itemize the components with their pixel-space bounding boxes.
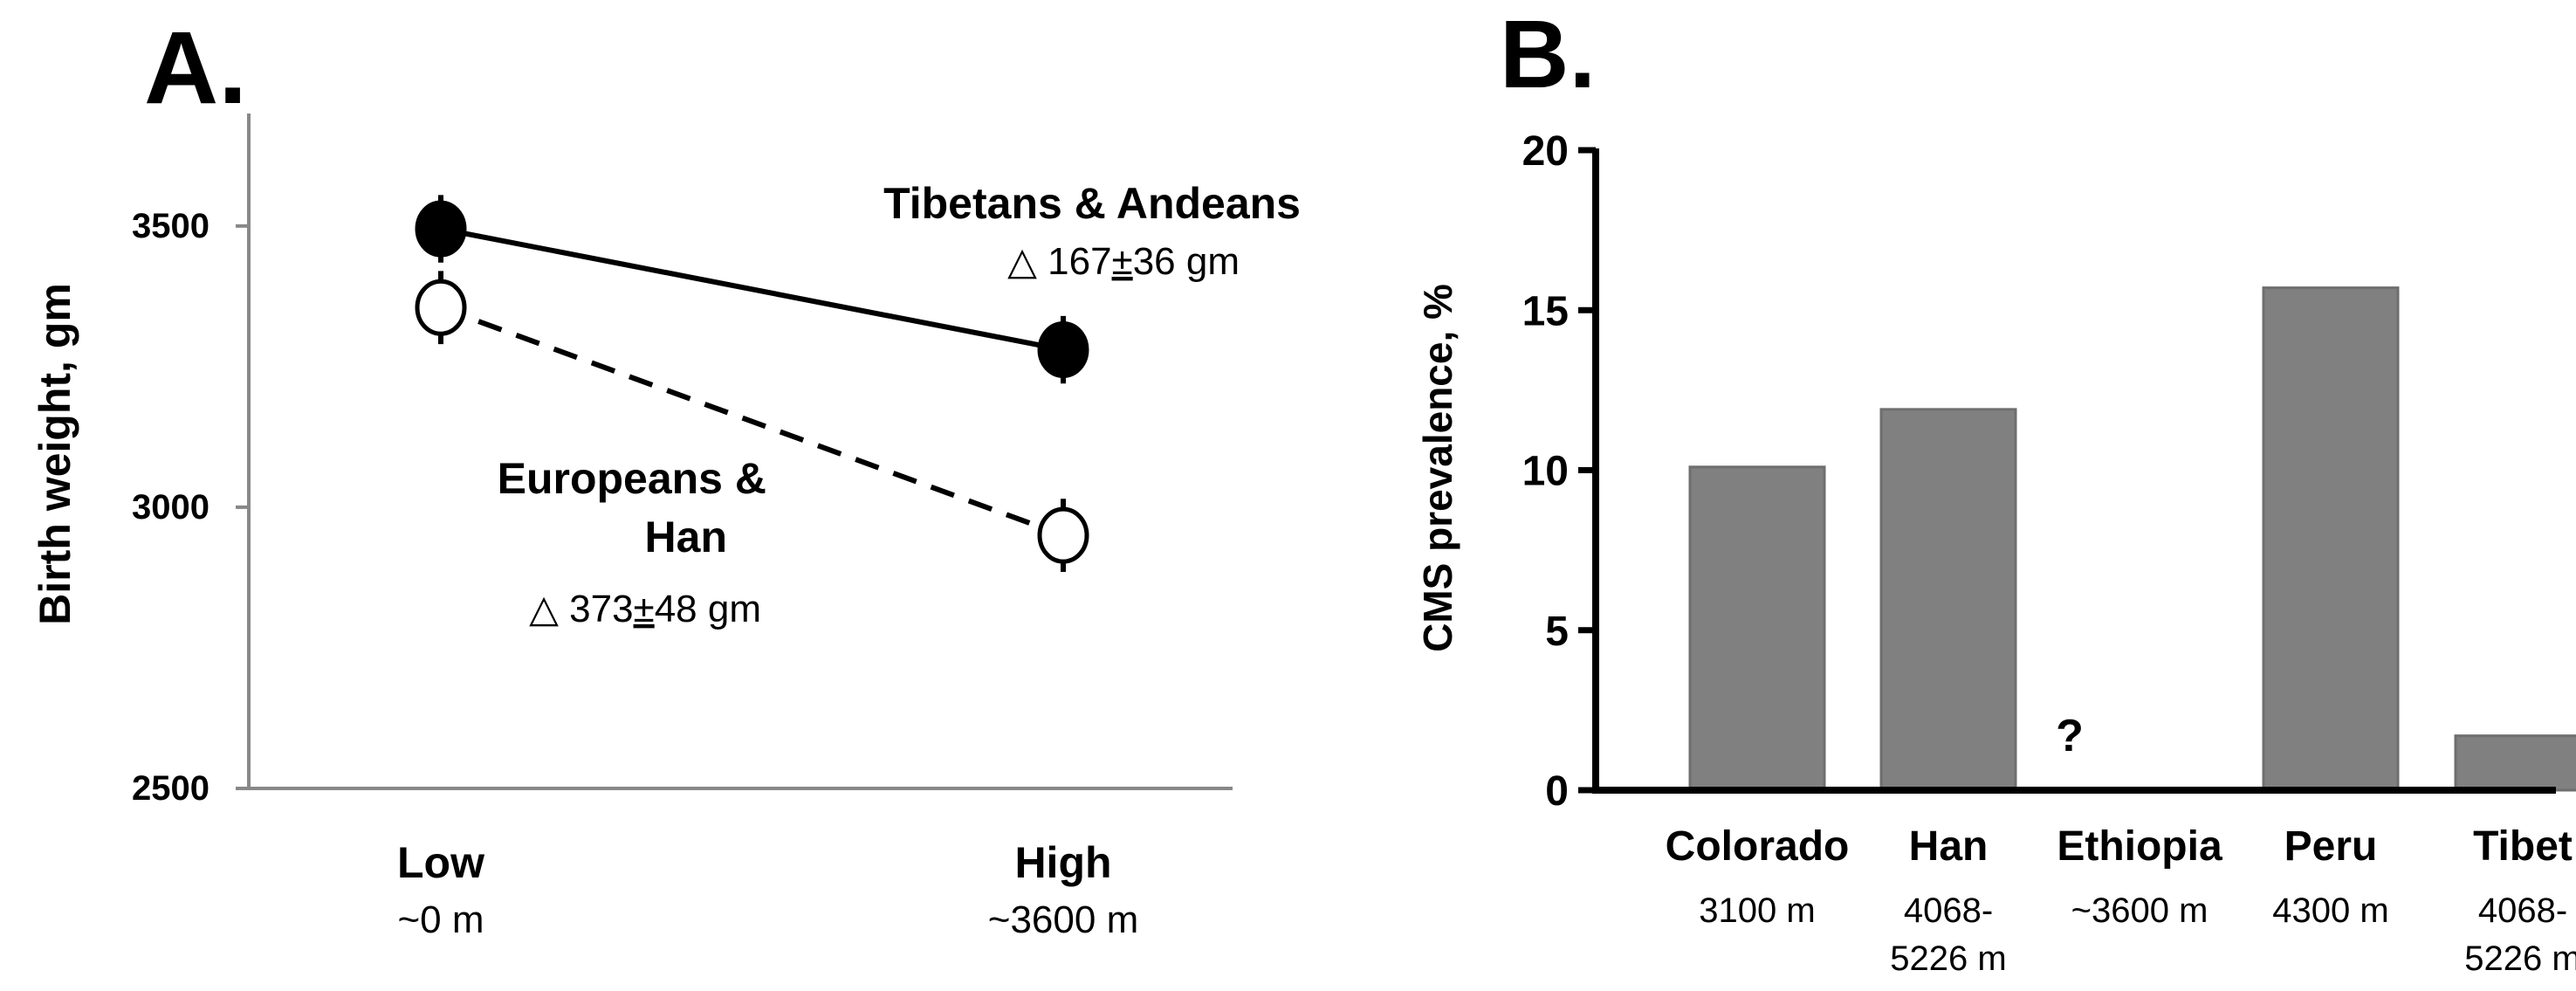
data-point-filled — [1037, 321, 1089, 379]
panel-b-y-tick-label: 20 — [1522, 128, 1569, 175]
annotation-tibetans-andeans: △ 167±36 gm — [1007, 240, 1240, 283]
panel-b-x-category-label: Ethiopia — [2057, 823, 2222, 870]
panel-a-x-category-sublabel: ~3600 m — [988, 898, 1138, 941]
bar-colorado — [1688, 465, 1826, 792]
panel-a-x-category-sublabel: ~0 m — [397, 898, 484, 941]
panel-b-x-category-label: Han — [1909, 823, 1989, 870]
panel-b-x-category-label: Peru — [2284, 823, 2378, 870]
annotation-europeans-han: △ 373±48 gm — [529, 588, 761, 630]
panel-b-y-tick-label: 0 — [1545, 768, 1569, 815]
panel-b-label: B. — [1500, 1, 1596, 108]
series-label-tibetans-andeans: Tibetans & Andeans — [883, 179, 1301, 228]
unknown-value-marker: ? — [2056, 711, 2084, 761]
panel-a: A. Birth weight, gm 2500 3000 3500 Low ~0 m… — [31, 10, 1301, 941]
series-label-europeans-han-line2: Han — [645, 513, 727, 561]
series-line-tibetans-andeans — [440, 226, 1064, 353]
panel-a-y-tick-label: 3000 — [132, 488, 210, 526]
series-line-europeans-han — [439, 305, 1065, 538]
panel-a-y-axis-label: Birth weight, gm — [31, 283, 79, 625]
data-point-filled — [415, 200, 467, 258]
panel-b-x-category-label: Colorado — [1666, 823, 1850, 870]
panel-b: B. CMS prevalence, % 0 5 10 15 20 ? Colorado… — [1415, 1, 2576, 978]
data-point-open — [1037, 506, 1089, 564]
panel-a-x-category-label: High — [1014, 838, 1111, 887]
data-point-open — [415, 279, 467, 336]
panel-b-x-category-altitude: 4068- — [2478, 891, 2567, 930]
panel-b-y-tick-label: 10 — [1522, 449, 1569, 495]
series-label-europeans-han-line1: Europeans & — [498, 454, 766, 503]
bar-han — [1879, 408, 2017, 792]
panel-a-label: A. — [144, 10, 247, 126]
panel-b-x-category-altitude: 5226 m — [1890, 939, 2006, 978]
panel-b-x-category-label: Tibet — [2473, 823, 2573, 870]
panel-a-x-category-label: Low — [397, 838, 484, 887]
bar-tibet — [2454, 734, 2576, 792]
bar-peru — [2262, 286, 2400, 792]
panel-b-y-axis-label: CMS prevalence, % — [1415, 284, 1460, 652]
panel-b-y-tick-label: 5 — [1545, 609, 1569, 655]
panel-b-x-category-altitude: 5226 m — [2464, 939, 2576, 978]
panel-b-y-tick-label: 15 — [1522, 288, 1569, 334]
panel-b-x-category-altitude: 4068- — [1904, 891, 1993, 930]
panel-b-x-category-altitude: ~3600 m — [2071, 891, 2208, 930]
panel-b-x-category-altitude: 4300 m — [2272, 891, 2388, 930]
panel-b-x-category-altitude: 3100 m — [1699, 891, 1815, 930]
panel-a-y-tick-label: 2500 — [132, 769, 210, 808]
panel-a-y-tick-label: 3500 — [132, 207, 210, 245]
